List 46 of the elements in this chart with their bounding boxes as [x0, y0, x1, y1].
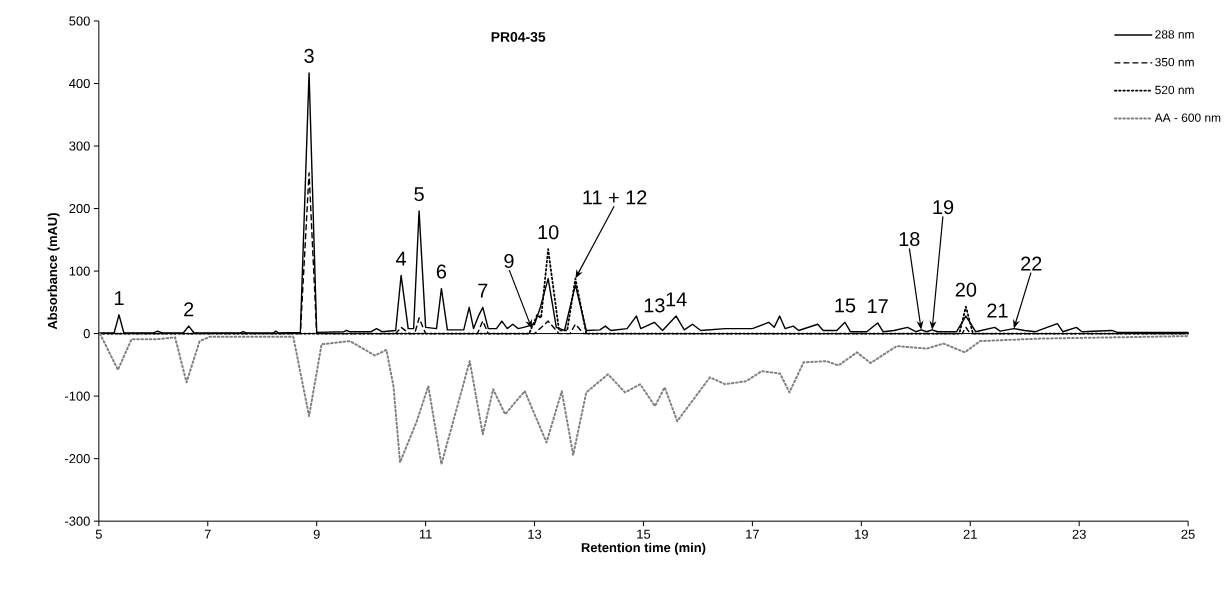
annotation: 20 [955, 282, 977, 297]
annotation: 11 + 12 [583, 190, 647, 205]
annotation: 10 [538, 225, 559, 240]
y-tick-label: 200 [69, 203, 90, 214]
y-tick-label: 0 [83, 329, 90, 339]
y-tick-label: 500 [69, 16, 90, 26]
x-tick-label: 25 [1181, 529, 1195, 539]
x-tick-label: 9 [313, 529, 320, 539]
annotation: 13 [644, 298, 665, 313]
annotation: 4 [396, 251, 407, 266]
y-tick-label: 300 [69, 141, 90, 151]
annotation: 5 [414, 187, 424, 202]
annotation: 18 [899, 232, 920, 247]
x-tick-label: 7 [204, 529, 211, 539]
annotation: 6 [436, 264, 447, 279]
y-tick-label: -200 [65, 454, 90, 464]
annotation: 15 [835, 298, 856, 313]
annotation: 2 [184, 302, 194, 317]
y-tick-label: -300 [65, 516, 90, 526]
annotation: 19 [933, 200, 954, 215]
annotation: 22 [1021, 256, 1042, 271]
x-tick-label: 15 [637, 529, 651, 539]
annotation: 21 [987, 303, 1008, 318]
x-tick-label: 17 [746, 529, 759, 539]
x-tick-label: 21 [963, 529, 977, 539]
y-axis-title: Absorbance (mAU) [47, 213, 60, 330]
x-tick-label: 5 [95, 529, 102, 539]
text: PR04-35 [491, 31, 546, 42]
x-tick-label: 13 [528, 529, 542, 539]
legend-label: 520 nm [1155, 85, 1194, 95]
annotation: 9 [504, 253, 514, 268]
annotation: 14 [666, 292, 687, 307]
annotation: 17 [868, 299, 888, 313]
x-axis-title: Retention time (min) [581, 542, 706, 555]
x-tick-label: 19 [855, 529, 868, 539]
annotation: 3 [304, 48, 314, 63]
y-tick-label: -100 [65, 391, 90, 401]
legend-label: 288 nm [1155, 30, 1194, 39]
y-tick-label: 100 [69, 266, 90, 276]
annotation: 1 [114, 291, 124, 305]
y-tick-label: 400 [69, 78, 90, 89]
annotation: 7 [478, 283, 488, 298]
x-tick-label: 11 [419, 529, 432, 539]
x-tick-label: 23 [1072, 529, 1086, 539]
legend-label: 350 nm [1155, 57, 1194, 67]
legend-label: AA - 600 nm [1154, 113, 1221, 122]
